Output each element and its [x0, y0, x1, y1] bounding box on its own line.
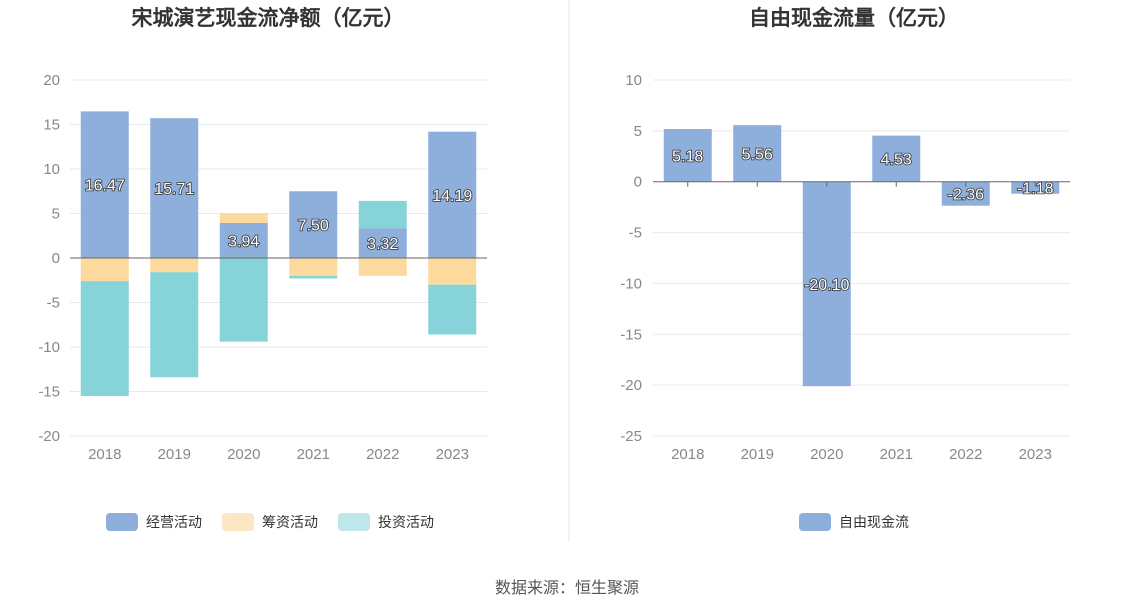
y-tick-label: 0 [634, 174, 642, 191]
y-tick-label: -15 [38, 384, 60, 401]
bar-investing [289, 275, 338, 279]
legend-label[interactable]: 经营活动 [146, 514, 202, 530]
bar-free-cash-flow [663, 129, 712, 182]
legend-swatch [106, 513, 138, 531]
y-tick-label: 10 [43, 161, 60, 178]
data-label: 4.53 [881, 152, 912, 169]
bar-investing [219, 258, 268, 342]
data-label: 5.56 [742, 146, 773, 163]
y-tick-label: -10 [620, 275, 642, 292]
x-tick-label: 2018 [671, 446, 704, 463]
legend-swatch [338, 513, 370, 531]
y-tick-label: -20 [38, 428, 60, 445]
data-label: 3.94 [228, 233, 259, 250]
bar-financing [150, 258, 199, 273]
chart-title: 宋城演艺现金流净额（亿元） [132, 6, 405, 30]
x-tick-label: 2019 [158, 446, 191, 463]
bar-free-cash-flow [802, 181, 851, 387]
y-tick-label: 5 [52, 206, 60, 223]
bar-operating [428, 131, 477, 258]
bar-operating [358, 228, 407, 258]
bar-financing [219, 213, 268, 223]
data-label: 3.32 [367, 236, 398, 253]
y-tick-label: 20 [43, 72, 60, 89]
bar-financing [358, 258, 407, 276]
x-tick-label: 2019 [741, 446, 774, 463]
bar-investing [358, 200, 407, 229]
bar-operating [150, 118, 199, 258]
y-tick-label: -5 [629, 225, 642, 242]
chart-cash-flow-net: 宋城演艺现金流净额（亿元） 20 15 10 5 0 -5 -10 -15 -20 2018 2019… [38, 6, 487, 531]
y-tick-label: 15 [43, 117, 60, 134]
legend-swatch [799, 513, 831, 531]
bar-financing [80, 258, 129, 282]
legend-label[interactable]: 投资活动 [378, 514, 434, 530]
legend-label[interactable]: 筹资活动 [262, 514, 318, 530]
bar-free-cash-flow [733, 125, 782, 182]
legend-swatch [222, 513, 254, 531]
data-label: -1.18 [1017, 181, 1054, 198]
y-tick-label: -10 [38, 339, 60, 356]
bar-operating [289, 191, 338, 258]
bar-free-cash-flow [872, 135, 921, 182]
x-tick-label: 2023 [436, 446, 469, 463]
bar-financing [428, 258, 477, 285]
x-tick-label: 2023 [1019, 446, 1052, 463]
chart-free-cash-flow: 自由现金流量（亿元） 10 5 0 -5 -10 -15 -20 -25 2018 2019 2020… [620, 6, 1070, 531]
y-tick-label: 10 [625, 72, 642, 89]
data-label: 15.71 [154, 181, 194, 198]
legend-label[interactable]: 自由现金流 [839, 514, 909, 530]
chart-title: 自由现金流量（亿元） [749, 6, 959, 30]
y-tick-label: -5 [47, 295, 60, 312]
bar-financing [289, 258, 338, 276]
y-tick-label: 0 [52, 250, 60, 267]
y-tick-label: -25 [620, 428, 642, 445]
data-label: 16.47 [85, 178, 125, 195]
data-label: 14.19 [432, 188, 472, 205]
x-tick-label: 2022 [366, 446, 399, 463]
bar-operating [219, 222, 268, 258]
data-source: 数据来源：恒生聚源 [494, 580, 639, 597]
bar-operating [80, 111, 129, 259]
x-tick-label: 2018 [88, 446, 121, 463]
bar-investing [80, 281, 129, 396]
data-label: -20.10 [804, 277, 849, 294]
data-label: 5.18 [672, 148, 703, 165]
bar-free-cash-flow [1011, 181, 1060, 194]
y-tick-label: -20 [620, 377, 642, 394]
x-tick-label: 2020 [227, 446, 260, 463]
bar-investing [150, 272, 199, 378]
x-tick-label: 2021 [880, 446, 913, 463]
x-tick-label: 2022 [949, 446, 982, 463]
y-tick-label: -15 [620, 326, 642, 343]
x-tick-label: 2020 [810, 446, 843, 463]
x-tick-label: 2021 [297, 446, 330, 463]
data-label: 7.50 [298, 218, 329, 235]
bar-investing [428, 284, 477, 335]
data-label: -2.36 [948, 187, 985, 204]
y-tick-label: 5 [634, 123, 642, 140]
